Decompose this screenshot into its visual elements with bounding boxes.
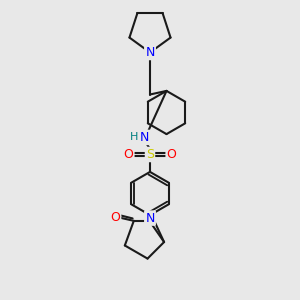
Text: N: N <box>140 131 150 144</box>
Text: O: O <box>124 148 133 161</box>
Text: O: O <box>167 148 176 161</box>
Text: S: S <box>146 148 154 161</box>
Text: N: N <box>145 46 155 59</box>
Text: O: O <box>110 211 120 224</box>
Text: H: H <box>130 132 138 142</box>
Text: N: N <box>145 212 155 225</box>
